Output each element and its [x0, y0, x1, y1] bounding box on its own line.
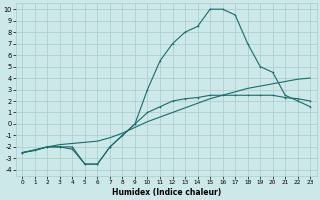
X-axis label: Humidex (Indice chaleur): Humidex (Indice chaleur) [112, 188, 221, 197]
